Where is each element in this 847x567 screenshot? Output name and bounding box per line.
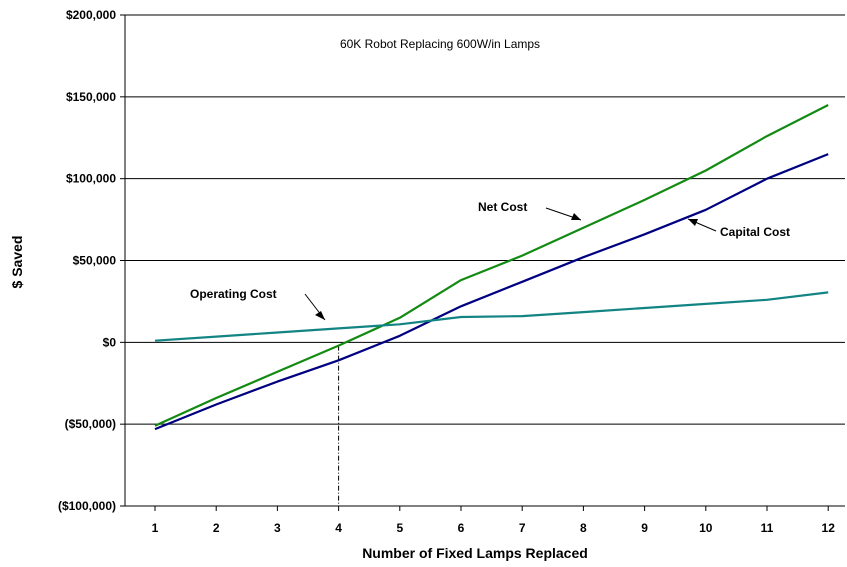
net-cost-arrowhead <box>571 213 581 220</box>
y-tick-label: ($100,000) <box>58 499 116 513</box>
capital-cost-arrowhead <box>688 219 698 226</box>
tick-labels: ($100,000) ($50,000) $0 $50,000 $100,000 $150… <box>58 8 835 535</box>
y-tick-label: $100,000 <box>66 172 116 186</box>
x-axis-title: Number of Fixed Lamps Replaced <box>362 545 588 561</box>
y-tick-label: ($50,000) <box>65 417 116 431</box>
y-tick-label: $200,000 <box>66 8 116 22</box>
annotation-operating-cost: Operating Cost <box>190 287 277 301</box>
x-tick-label: 6 <box>458 521 465 535</box>
x-tick-label: 5 <box>396 521 403 535</box>
operating-cost-arrowhead <box>315 311 325 320</box>
x-tick-label: 12 <box>822 521 836 535</box>
x-tick-label: 8 <box>580 521 587 535</box>
x-tick-label: 1 <box>152 521 159 535</box>
x-tick-label: 3 <box>274 521 281 535</box>
annotation-net-cost: Net Cost <box>478 200 527 214</box>
series-net-cost-line <box>154 104 829 427</box>
series-capital-cost-line <box>154 153 829 431</box>
axes <box>120 14 845 511</box>
y-tick-label: $150,000 <box>66 90 116 104</box>
x-tick-label: 9 <box>641 521 648 535</box>
y-axis-title: $ Saved <box>9 236 25 289</box>
x-tick-label: 7 <box>519 521 526 535</box>
x-tick-label: 4 <box>335 521 342 535</box>
series-lines <box>154 104 829 431</box>
x-tick-label: 10 <box>699 521 713 535</box>
gridlines <box>125 14 845 506</box>
annotation-capital-cost: Capital Cost <box>720 225 790 239</box>
x-tick-label: 11 <box>761 521 774 535</box>
y-tick-label: $50,000 <box>73 254 117 268</box>
x-tick-label: 2 <box>213 521 220 535</box>
y-tick-label: $0 <box>103 335 117 349</box>
series-operating-cost-line <box>154 291 829 342</box>
chart-title: 60K Robot Replacing 600W/in Lamps <box>340 37 540 51</box>
